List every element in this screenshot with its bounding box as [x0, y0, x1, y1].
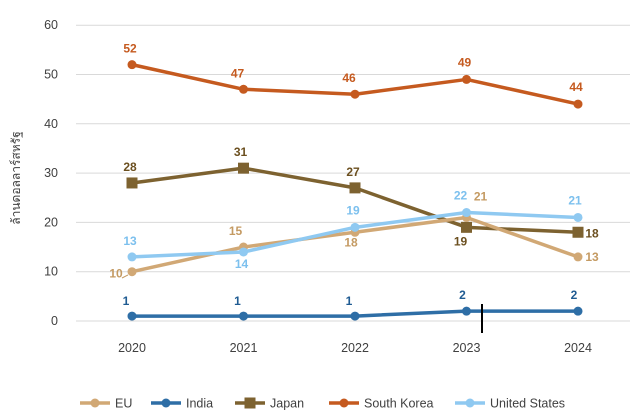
- x-tick-label: 2024: [564, 341, 592, 355]
- legend-label: EU: [115, 397, 132, 411]
- data-label: 19: [346, 203, 360, 217]
- data-label: 13: [585, 250, 599, 264]
- data-label: 2: [571, 288, 578, 302]
- data-label: 21: [474, 189, 488, 203]
- legend-item: India: [151, 397, 213, 411]
- data-point: [573, 306, 583, 316]
- y-axis-ticks: 0 10 20 30 40 50 60: [44, 18, 58, 328]
- legend-marker: [339, 398, 349, 408]
- x-tick-label: 2023: [453, 341, 481, 355]
- data-point: [127, 252, 137, 262]
- legend-marker: [161, 398, 171, 408]
- legend-marker: [90, 398, 100, 408]
- data-point: [462, 208, 471, 218]
- data-point: [573, 212, 583, 222]
- y-tick-label: 60: [44, 18, 58, 32]
- x-axis-ticks: 2020 2021 2022 2023 2024: [118, 341, 592, 355]
- data-label: 47: [231, 66, 245, 80]
- data-label: 18: [344, 235, 358, 249]
- leader-line: [121, 274, 129, 279]
- data-point: [127, 267, 137, 277]
- y-tick-label: 20: [44, 215, 58, 229]
- x-tick-label: 2020: [118, 341, 146, 355]
- y-tick-label: 30: [44, 166, 58, 180]
- data-label: 44: [569, 80, 583, 94]
- legend-label: India: [186, 397, 213, 411]
- data-point: [573, 99, 583, 109]
- data-label: 1: [123, 294, 130, 308]
- data-label: 10: [109, 267, 123, 281]
- y-tick-label: 50: [44, 68, 58, 82]
- gridlines: [76, 24, 630, 322]
- data-label: 1: [234, 294, 241, 308]
- legend-item: South Korea: [329, 397, 434, 411]
- legend-item: United States: [455, 397, 565, 411]
- data-point: [461, 221, 472, 233]
- series-united-states: 13 14 19 22 21: [123, 189, 583, 271]
- data-point: [349, 182, 361, 194]
- data-point: [239, 84, 248, 94]
- data-point: [350, 222, 360, 232]
- y-tick-label: 40: [44, 117, 58, 131]
- data-point: [127, 60, 137, 70]
- data-label: 49: [458, 55, 472, 69]
- y-tick-label: 10: [44, 265, 58, 279]
- legend-label: South Korea: [364, 397, 434, 411]
- data-point: [350, 89, 360, 99]
- data-label: 22: [454, 189, 468, 203]
- data-label: 27: [346, 165, 360, 179]
- data-point: [350, 311, 360, 321]
- data-label: 19: [454, 234, 468, 248]
- data-label: 14: [235, 257, 249, 271]
- data-label: 2: [459, 288, 466, 302]
- data-point: [239, 247, 248, 257]
- series-india: 1 1 1 2 2: [123, 288, 583, 321]
- data-point: [126, 177, 138, 189]
- data-label: 46: [342, 71, 356, 85]
- data-point: [573, 252, 583, 262]
- series-south-korea: 52 47 46 49 44: [123, 42, 583, 109]
- data-point: [238, 162, 249, 174]
- x-tick-label: 2021: [230, 341, 258, 355]
- legend-label: Japan: [270, 397, 304, 411]
- legend-label: United States: [490, 397, 565, 411]
- data-point: [462, 306, 471, 316]
- legend-item: EU: [80, 397, 132, 411]
- legend-marker: [465, 398, 475, 408]
- legend: EU India Japan South Korea United States: [80, 397, 565, 411]
- data-point: [462, 74, 471, 84]
- data-label: 28: [123, 160, 137, 174]
- legend-marker: [244, 397, 256, 409]
- data-point: [572, 226, 584, 238]
- data-point: [127, 311, 137, 321]
- data-point: [239, 311, 248, 321]
- legend-item: Japan: [235, 397, 304, 411]
- x-tick-label: 2022: [341, 341, 369, 355]
- data-label: 15: [229, 224, 243, 238]
- data-label: 18: [585, 226, 599, 240]
- data-label: 21: [568, 193, 582, 207]
- y-axis-label: ล้านดอลลาร์สหรัฐ: [9, 131, 23, 225]
- data-label: 52: [123, 42, 137, 56]
- data-label: 13: [123, 234, 137, 248]
- y-tick-label: 0: [51, 314, 58, 328]
- data-label: 31: [234, 145, 248, 159]
- data-label: 1: [346, 294, 353, 308]
